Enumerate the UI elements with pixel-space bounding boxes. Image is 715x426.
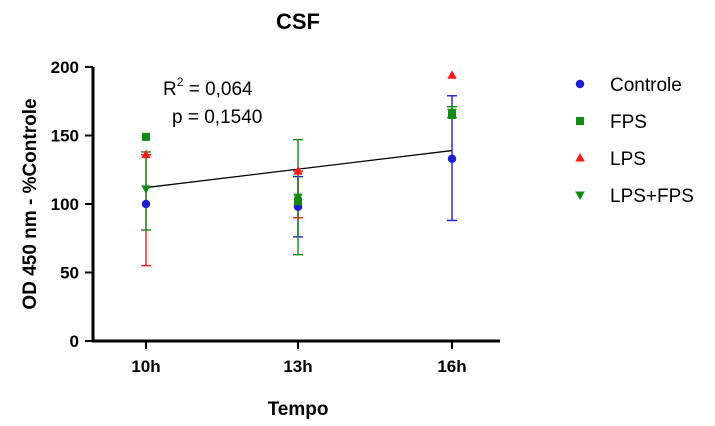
point-lps-fps	[293, 193, 303, 203]
y-ticks: 0 50 100 150 200	[51, 58, 93, 351]
legend-marker-controle	[575, 79, 585, 89]
legend-marker-lps	[575, 153, 585, 162]
legend-label-lps-fps: LPS+FPS	[610, 186, 694, 207]
x-axis-label: Tempo	[268, 399, 329, 420]
x-tick-label: 16h	[437, 357, 466, 376]
legend-marker-fps	[576, 117, 584, 125]
y-axis-label: OD 450 nm - %Controle	[20, 98, 41, 309]
y-tick-label: 150	[51, 127, 79, 146]
legend-label-fps: FPS	[610, 112, 647, 133]
chart-title: CSF	[276, 9, 320, 34]
r2-annotation: R2 = 0,064	[163, 75, 253, 100]
legend-marker-lps-fps	[575, 191, 585, 200]
point-lps	[293, 166, 303, 175]
point-lps	[141, 149, 151, 159]
r2-exponent: 2	[177, 75, 184, 89]
y-tick-label: 100	[51, 195, 79, 214]
y-tick-label: 200	[51, 58, 79, 77]
point-lps	[447, 70, 457, 79]
point-lps-fps	[447, 108, 457, 118]
legend-label-controle: Controle	[610, 75, 682, 96]
point-controle	[141, 199, 151, 209]
y-tick-label: 50	[60, 264, 79, 283]
p-value-annotation: p = 0,1540	[172, 107, 262, 128]
point-controle	[447, 154, 457, 164]
x-ticks: 10h 13h 16h	[131, 341, 467, 376]
point-lps-fps	[141, 185, 151, 194]
point-fps	[142, 132, 150, 141]
r2-value: = 0,064	[183, 79, 253, 100]
x-tick-label: 10h	[131, 357, 160, 376]
legend: Controle FPS LPS LPS+FPS	[575, 75, 694, 207]
r2-prefix: R	[163, 79, 177, 100]
y-tick-label: 0	[70, 332, 79, 351]
points-layer	[141, 70, 457, 211]
legend-label-lps: LPS	[610, 149, 646, 170]
x-tick-label: 13h	[283, 357, 312, 376]
